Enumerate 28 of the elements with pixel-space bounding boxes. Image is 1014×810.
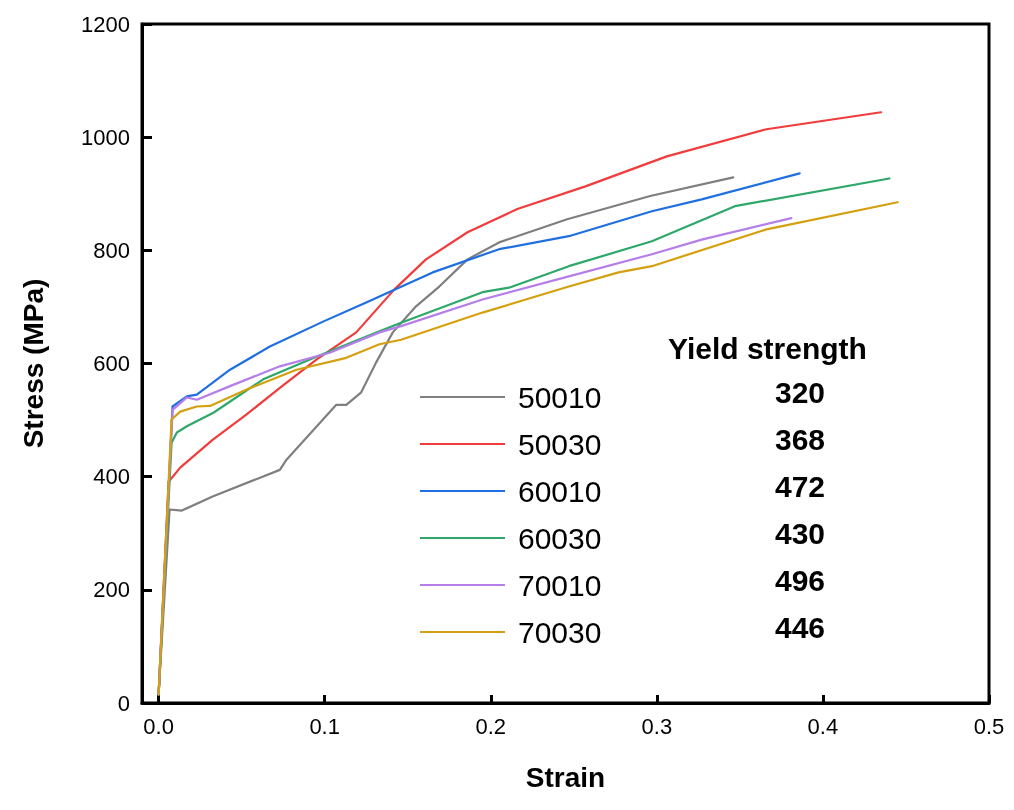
x-axis-title: Strain xyxy=(525,761,606,793)
x-tick-label: 0.0 xyxy=(143,713,174,739)
legend-label: 50030 xyxy=(518,427,602,461)
y-tick-label: 800 xyxy=(93,237,130,263)
legend-label: 60010 xyxy=(518,474,602,508)
annotation: 320 xyxy=(774,375,826,409)
x-tick-label: 0.1 xyxy=(309,713,340,739)
legend-label: 60030 xyxy=(518,521,602,555)
annotation: 368 xyxy=(774,422,826,456)
legend-label: 70010 xyxy=(518,568,602,602)
y-tick-label: 200 xyxy=(93,577,130,603)
annotation: 472 xyxy=(774,469,826,503)
y-tick-label: 0 xyxy=(117,690,130,716)
annotation: 496 xyxy=(774,563,826,597)
y-tick-label: 1200 xyxy=(81,11,130,37)
y-tick-label: 400 xyxy=(93,464,130,490)
x-tick-label: 0.5 xyxy=(973,713,1005,739)
y-tick-label: 1000 xyxy=(81,124,130,150)
annotation: 446 xyxy=(774,610,826,644)
y-axis-title: Stress (MPa) xyxy=(17,278,49,449)
legend-title: Yield strength xyxy=(668,331,867,365)
legend-label: 70030 xyxy=(518,615,602,649)
x-tick-label: 0.4 xyxy=(807,713,839,739)
y-tick-label: 600 xyxy=(93,351,130,376)
legend-label: 50010 xyxy=(518,380,602,414)
annotation: 430 xyxy=(774,516,826,550)
x-tick-label: 0.3 xyxy=(641,713,673,739)
x-tick-label: 0.2 xyxy=(475,713,507,739)
